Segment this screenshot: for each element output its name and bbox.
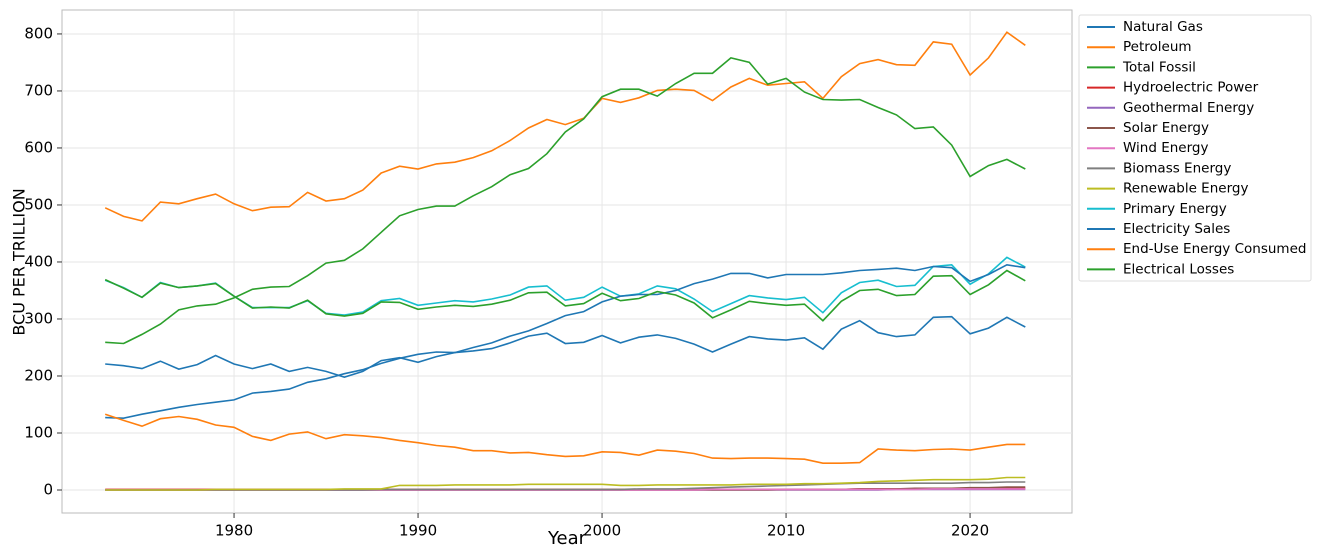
- y-tick-label: 700: [24, 81, 53, 99]
- legend-entry: Primary Energy: [1087, 201, 1227, 217]
- legend: [1078, 14, 1312, 282]
- legend-entry: Solar Energy: [1087, 120, 1209, 136]
- legend-entry: Geothermal Energy: [1087, 100, 1254, 116]
- legend-label: Renewable Energy: [1123, 181, 1248, 197]
- legend-label: Hydroelectric Power: [1123, 80, 1259, 96]
- legend-label: Geothermal Energy: [1123, 100, 1254, 116]
- legend-entry: Petroleum: [1087, 39, 1192, 55]
- y-tick-label: 0: [43, 480, 53, 498]
- series-line: [105, 263, 1026, 420]
- legend-entry: Natural Gas: [1087, 19, 1203, 35]
- y-tick-label: 600: [24, 138, 53, 156]
- x-axis-label: Year: [547, 528, 587, 549]
- series-line: [104, 413, 1026, 464]
- legend-entry: Biomass Energy: [1087, 160, 1231, 176]
- legend-entry: Renewable Energy: [1087, 181, 1248, 197]
- legend-entry: Total Fossil: [1087, 59, 1196, 75]
- legend-label: Wind Energy: [1123, 140, 1208, 156]
- series-line: [105, 315, 1026, 378]
- legend-label: Electrical Losses: [1123, 261, 1234, 277]
- legend-entry: Wind Energy: [1087, 140, 1208, 156]
- y-tick-label: 100: [24, 423, 53, 441]
- legend-entry: Electrical Losses: [1087, 261, 1234, 277]
- y-tick-label: 500: [24, 195, 53, 213]
- y-tick-label: 400: [24, 252, 53, 270]
- legend-label: End-Use Energy Consumed: [1123, 241, 1306, 257]
- series-line: [104, 269, 1026, 322]
- series-line: [105, 57, 1026, 345]
- series-line: [104, 31, 1026, 222]
- x-tick-label: 2000: [583, 522, 621, 540]
- legend-label: Petroleum: [1123, 39, 1192, 55]
- legend-entry: Hydroelectric Power: [1087, 80, 1259, 96]
- legend-label: Total Fossil: [1122, 59, 1196, 75]
- legend-label: Primary Energy: [1123, 201, 1227, 217]
- legend-label: Natural Gas: [1123, 19, 1203, 35]
- y-tick-label: 200: [24, 366, 53, 384]
- y-tick-label: 800: [24, 24, 53, 42]
- x-tick-label: 1990: [399, 522, 437, 540]
- legend-entry: Electricity Sales: [1087, 221, 1230, 237]
- y-axis-label: BCU PER TRILLION: [10, 188, 29, 335]
- x-tick-label: 2010: [767, 522, 805, 540]
- legend-label: Solar Energy: [1123, 120, 1209, 136]
- legend-label: Biomass Energy: [1123, 160, 1231, 176]
- legend-entry: End-Use Energy Consumed: [1087, 241, 1306, 257]
- y-tick-label: 300: [24, 309, 53, 327]
- legend-label: Electricity Sales: [1123, 221, 1230, 237]
- x-tick-label: 1980: [215, 522, 253, 540]
- series-line: [105, 476, 1026, 491]
- x-tick-label: 2020: [951, 522, 989, 540]
